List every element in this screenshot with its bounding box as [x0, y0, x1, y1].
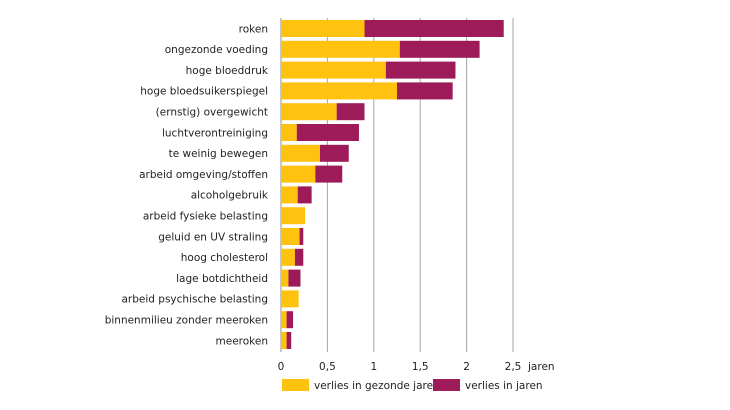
bar-segment-jaren — [297, 186, 312, 204]
x-axis-ticks: 0 0,5 1 1,5 2 2,5 — [278, 361, 522, 373]
x-tick-label: 0,5 — [319, 361, 336, 373]
category-label: te weinig bewegen — [169, 148, 268, 160]
x-tick-label: 1 — [370, 361, 377, 373]
category-label: roken — [239, 23, 268, 35]
bar-segment-jaren — [319, 144, 349, 162]
bar-segment-jaren — [286, 332, 292, 349]
bar-segment-gezonde-jaren — [281, 186, 298, 204]
bar-segment-jaren — [385, 61, 456, 79]
bar-segment-gezonde-jaren — [281, 290, 299, 308]
bar-segment-gezonde-jaren — [281, 124, 297, 141]
x-tick-label: 1,5 — [412, 361, 429, 373]
bar-segment-jaren — [364, 20, 504, 37]
category-labels: roken ongezonde voeding hoge bloeddruk hoge… — [105, 23, 269, 347]
category-label: ongezonde voeding — [165, 44, 268, 56]
bar-segment-jaren — [336, 103, 365, 121]
legend-label: verlies in jaren — [465, 380, 543, 392]
bar-segment-gezonde-jaren — [281, 332, 287, 349]
bars — [281, 20, 504, 349]
legend: verlies in gezonde jaren verlies in jaren — [282, 379, 543, 392]
bar-segment-gezonde-jaren — [281, 103, 337, 121]
category-label: lage botdichtheid — [176, 273, 268, 285]
bar-segment-jaren — [397, 82, 453, 100]
bar-segment-gezonde-jaren — [281, 207, 306, 225]
bar-segment-gezonde-jaren — [281, 20, 365, 37]
category-label: alcoholgebruik — [191, 190, 269, 202]
bar-segment-gezonde-jaren — [281, 311, 287, 329]
bar-segment-gezonde-jaren — [281, 61, 386, 79]
legend-label: verlies in gezonde jaren — [314, 380, 440, 392]
category-label: hoge bloedsuikerspiegel — [140, 86, 268, 98]
category-label: arbeid omgeving/stoffen — [139, 169, 268, 181]
x-tick-label: 2,5 — [505, 361, 522, 373]
bar-segment-gezonde-jaren — [281, 40, 400, 58]
bar-segment-jaren — [294, 248, 304, 266]
bar-segment-gezonde-jaren — [281, 82, 397, 100]
bar-segment-gezonde-jaren — [281, 269, 289, 287]
bar-segment-gezonde-jaren — [281, 144, 320, 162]
x-tick-label: 2 — [463, 361, 470, 373]
category-label: arbeid psychische belasting — [122, 294, 269, 306]
legend-swatch — [433, 379, 460, 391]
bar-segment-jaren — [299, 228, 304, 245]
legend-swatch — [282, 379, 309, 391]
category-label: (ernstig) overgewicht — [156, 107, 268, 119]
category-label: meeroken — [216, 335, 268, 347]
category-label: arbeid fysieke belasting — [143, 211, 268, 223]
bar-segment-jaren — [296, 124, 359, 141]
bar-segment-jaren — [288, 269, 301, 287]
bar-segment-jaren — [286, 311, 294, 329]
bar-segment-gezonde-jaren — [281, 165, 316, 183]
bar-segment-gezonde-jaren — [281, 228, 300, 245]
category-label: hoge bloeddruk — [186, 65, 269, 77]
bar-segment-gezonde-jaren — [281, 248, 295, 266]
bar-segment-jaren — [399, 40, 480, 58]
bar-segment-jaren — [315, 165, 343, 183]
category-label: luchtverontreiniging — [162, 127, 268, 139]
x-tick-label: 0 — [278, 361, 285, 373]
x-axis-unit-label: jaren — [527, 361, 555, 373]
category-label: hoog cholesterol — [181, 252, 268, 264]
category-label: binnenmilieu zonder meeroken — [105, 315, 268, 327]
category-label: geluid en UV straling — [158, 231, 268, 243]
